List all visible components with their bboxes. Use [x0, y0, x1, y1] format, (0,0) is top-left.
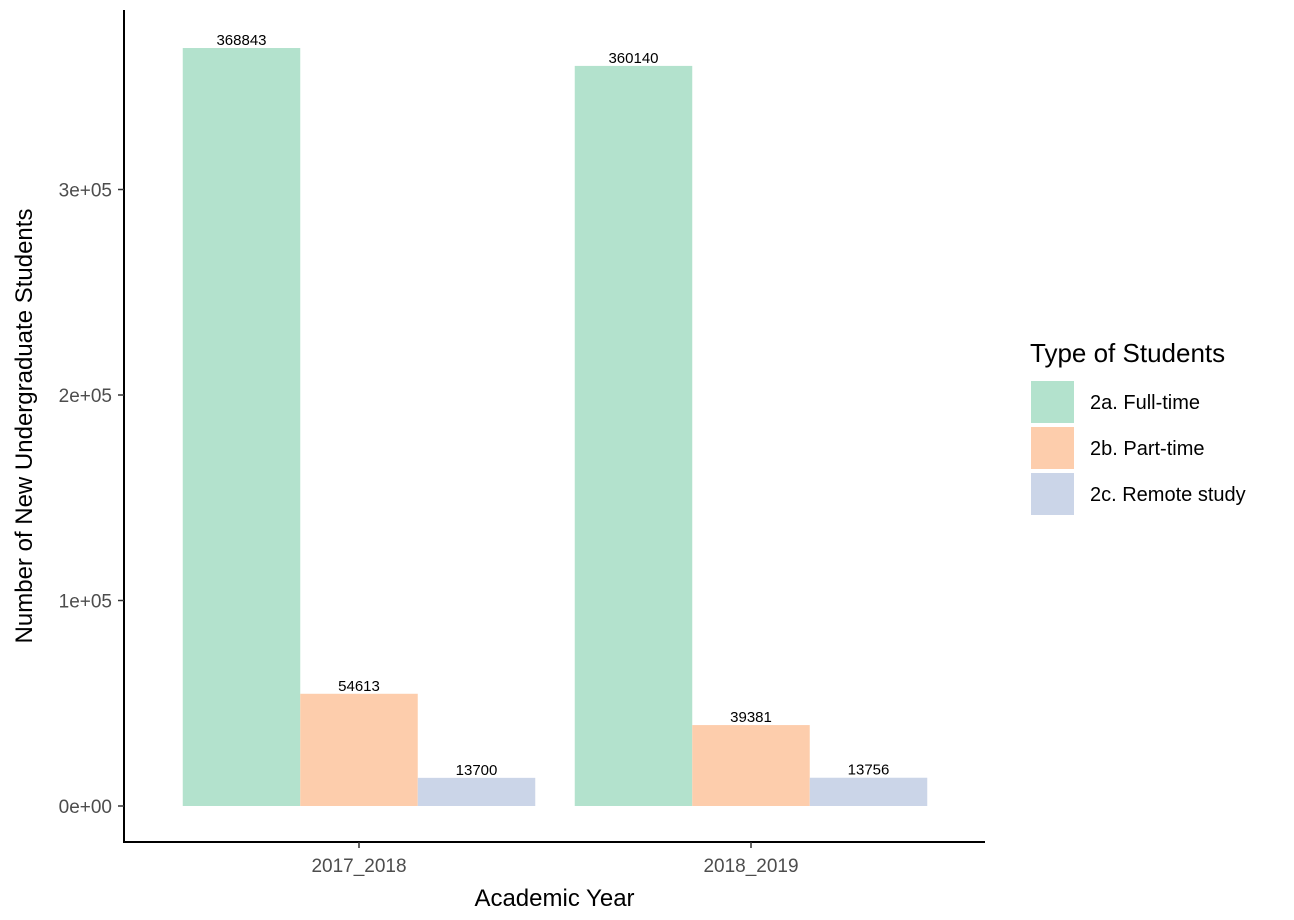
axes: [123, 10, 985, 843]
legend-key: [1031, 381, 1074, 423]
y-tick-label: 2e+05: [59, 386, 112, 407]
y-tick-label: 0e+00: [59, 797, 112, 818]
bar: [574, 65, 693, 807]
bar-data-label: 13756: [848, 762, 890, 779]
legend-key: [1031, 473, 1074, 515]
bar: [300, 693, 418, 806]
bar-data-label: 39381: [730, 709, 772, 726]
y-tick-label: 1e+05: [59, 592, 112, 613]
x-tick-label: 2018_2019: [703, 856, 798, 877]
bar-data-label: 13700: [456, 762, 498, 779]
legend-label: 2b. Part-time: [1090, 438, 1204, 460]
y-tick-label: 3e+05: [59, 181, 112, 202]
x-ticks: 2017_2018 2018_2019: [311, 842, 799, 877]
legend-label: 2a. Full-time: [1090, 392, 1200, 414]
data-labels-layer: 368843 54613 13700 360140 39381 13756: [216, 32, 889, 779]
bars-layer: [182, 48, 928, 807]
bar-data-label: 368843: [216, 32, 266, 49]
bar: [417, 777, 536, 806]
bar-data-label: 54613: [338, 678, 380, 695]
bar: [692, 725, 810, 806]
legend-title: Type of Students: [1030, 338, 1225, 368]
legend-label: 2c. Remote study: [1090, 484, 1246, 506]
x-tick-label: 2017_2018: [311, 856, 406, 877]
legend: Type of Students 2a. Full-time 2b. Part-t…: [1030, 338, 1246, 515]
bar: [182, 48, 301, 806]
x-axis-title: Academic Year: [474, 885, 634, 912]
y-axis-title: Number of New Undergraduate Students: [11, 209, 38, 644]
legend-items: 2a. Full-time 2b. Part-time 2c. Remote stu…: [1031, 381, 1246, 515]
y-ticks: 0e+00 1e+05 2e+05 3e+05: [59, 181, 124, 818]
bar: [809, 777, 928, 806]
legend-key: [1031, 427, 1074, 469]
bar-data-label: 360140: [608, 50, 658, 67]
